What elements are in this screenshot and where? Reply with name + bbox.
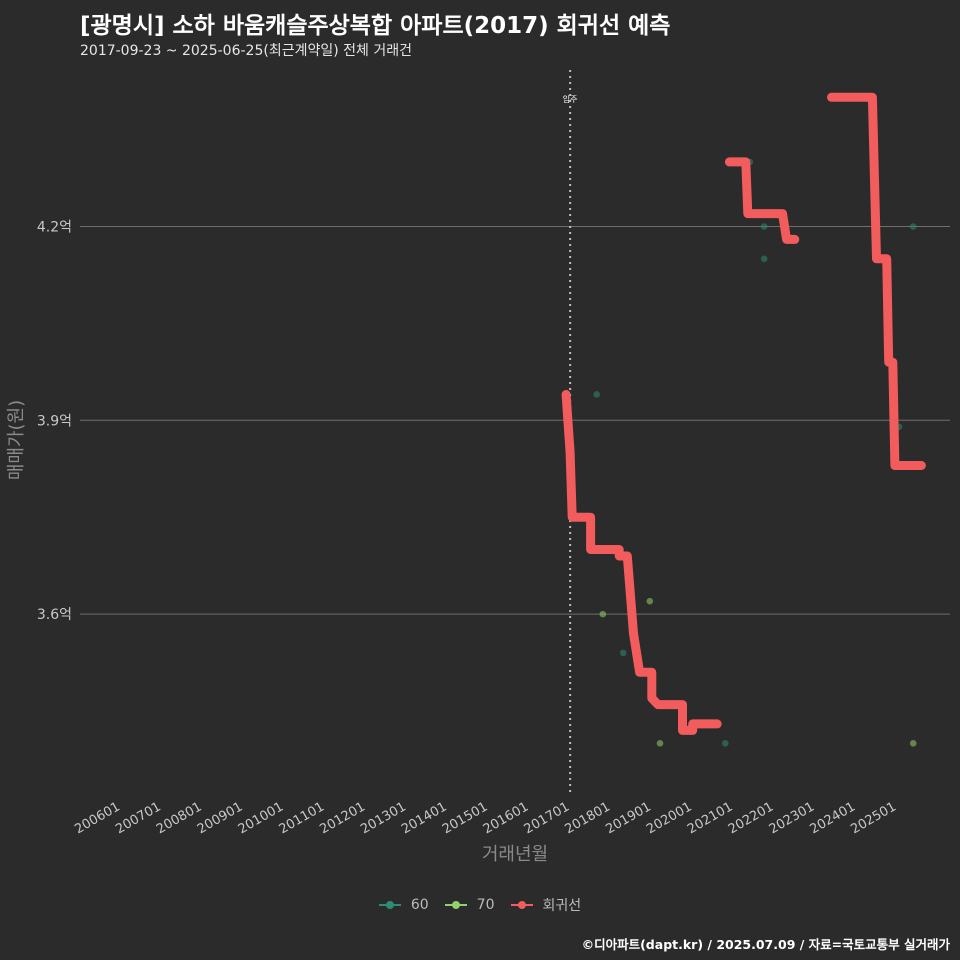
move-in-annotation: 입주: [563, 70, 578, 795]
x-tick-labels: 2006012007012008012009012010012011012012…: [72, 799, 899, 837]
data-point-60: [760, 255, 768, 263]
legend-key-70: [444, 898, 467, 912]
x-tick-label: 200701: [113, 799, 163, 837]
move-in-label: 입주: [563, 95, 578, 104]
x-tick-label: 201301: [358, 799, 408, 837]
legend: 60 70 회귀선: [0, 895, 960, 915]
regression-segment-1: [561, 390, 722, 735]
x-tick-label: 202101: [685, 799, 735, 837]
x-tick-label: 201701: [522, 799, 572, 837]
y-tick-label: 4.2억: [37, 220, 72, 236]
x-tick-label: 202301: [767, 799, 817, 837]
data-point-60: [619, 649, 627, 657]
data-point-70: [656, 740, 664, 747]
x-tick-label: 201101: [277, 799, 327, 837]
x-tick-label: 202501: [848, 799, 898, 837]
data-point-60: [722, 740, 729, 747]
x-tick-label: 202001: [644, 799, 694, 837]
data-point-70: [909, 740, 917, 747]
data-point-60: [593, 391, 600, 398]
data-point-60: [760, 223, 768, 230]
legend-label-60: 60: [410, 897, 429, 913]
legend-item-70: 70: [444, 897, 495, 913]
chart-title: [광명시] 소하 바움캐슬주상복합 아파트(2017) 회귀선 예측: [80, 13, 671, 39]
legend-key-60: [378, 898, 401, 912]
regression-segment-3: [827, 92, 926, 470]
y-axis-label: 매매가(원): [6, 400, 27, 480]
x-tick-label: 201001: [236, 799, 286, 837]
x-tick-label: 200901: [195, 799, 245, 837]
x-tick-label: 201801: [562, 799, 612, 837]
y-tick-label: 3.6억: [37, 607, 72, 623]
regression-lines: [561, 92, 926, 735]
x-tick-label: 202201: [726, 799, 776, 837]
regression-segment-2: [724, 157, 800, 244]
legend-item-regression: 회귀선: [510, 895, 582, 915]
data-point-70: [599, 610, 607, 618]
data-point-60: [909, 223, 917, 230]
legend-item-60: 60: [378, 897, 429, 913]
x-tick-label: 201501: [440, 799, 490, 837]
legend-key-regression: [510, 898, 533, 912]
legend-label-70: 70: [476, 897, 495, 913]
x-tick-label: 201601: [481, 799, 531, 837]
source-caption: ©디아파트(dapt.kr) / 2025.07.09 / 자료=국토교통부 실…: [581, 937, 950, 952]
x-tick-label: 201201: [317, 799, 367, 837]
x-tick-label: 201401: [399, 799, 449, 837]
chart-subtitle: 2017-09-23 ~ 2025-06-25(최근계약일) 전체 거래건: [80, 43, 412, 59]
x-tick-label: 201901: [603, 799, 653, 837]
x-tick-label: 200601: [72, 799, 122, 837]
x-tick-label: 200801: [154, 799, 204, 837]
data-point-70: [646, 597, 654, 605]
y-tick-labels: 3.6억 3.9억 4.2억: [37, 220, 72, 624]
y-tick-label: 3.9억: [37, 413, 72, 429]
x-tick-label: 202401: [808, 799, 858, 837]
x-axis-label: 거래년월: [482, 844, 548, 865]
legend-label-regression: 회귀선: [542, 898, 582, 914]
gridlines: [80, 226, 950, 615]
